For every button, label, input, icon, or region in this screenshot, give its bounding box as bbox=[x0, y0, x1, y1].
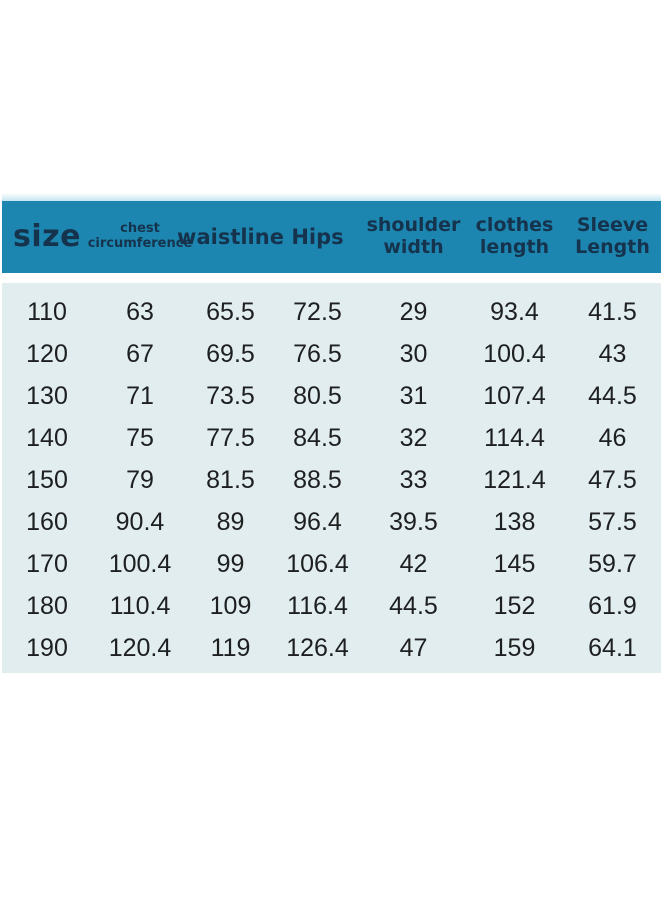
table-cell: 39.5 bbox=[389, 507, 438, 536]
table-cell: 110.4 bbox=[109, 591, 171, 620]
table-cell: 116.4 bbox=[287, 591, 348, 620]
column-header-chest-line2: circumference bbox=[87, 236, 193, 251]
column-header-chest-line1: chest bbox=[120, 221, 160, 237]
table-cell: 88.5 bbox=[293, 465, 342, 494]
table-cell: 64.1 bbox=[588, 633, 637, 662]
column-header-clothes-line2: length bbox=[479, 236, 550, 258]
table-cell: 42 bbox=[399, 549, 428, 578]
column-header-size: size bbox=[2, 218, 92, 255]
table-cell: 130 bbox=[26, 381, 68, 410]
column-header-waistline-label: waistline bbox=[177, 224, 284, 249]
table-cell: 32 bbox=[399, 423, 428, 452]
table-cell: 79 bbox=[126, 465, 154, 494]
table-cell: 73.5 bbox=[206, 381, 255, 410]
table-cell: 120 bbox=[26, 339, 68, 368]
table-cell: 89 bbox=[216, 507, 245, 536]
table-cell: 145 bbox=[493, 549, 536, 578]
table-cell: 44.5 bbox=[588, 381, 637, 410]
table-cell: 80.5 bbox=[293, 381, 342, 410]
table-cell: 29 bbox=[399, 297, 428, 326]
table-cell: 170 bbox=[26, 549, 68, 578]
column-header-hips: Hips bbox=[273, 225, 362, 249]
table-cell: 41.5 bbox=[588, 297, 637, 326]
table-cell: 159 bbox=[493, 633, 536, 662]
table-cell: 93.4 bbox=[490, 297, 539, 326]
table-body: 110 63 65.5 72.5 29 93.4 41.5 120 67 69.5 76.5 30 10… bbox=[2, 283, 661, 673]
table-cell: 72.5 bbox=[293, 297, 342, 326]
table-cell: 47 bbox=[399, 633, 428, 662]
column-header-chest-circumference: chest circumference bbox=[88, 221, 193, 252]
table-cell: 152 bbox=[493, 591, 536, 620]
table-cell: 160 bbox=[26, 507, 68, 536]
table-cell: 44.5 bbox=[389, 591, 438, 620]
table-header-row: size chest circumference waistline Hips … bbox=[2, 193, 661, 273]
column-header-hips-label: Hips bbox=[291, 224, 344, 249]
column-header-clothes-line1: clothes bbox=[475, 214, 554, 237]
table-cell: 96.4 bbox=[293, 507, 342, 536]
table-cell: 90.4 bbox=[115, 507, 165, 536]
table-row: 170 100.4 99 106.4 42 145 59.7 bbox=[2, 543, 661, 585]
table-cell: 77.5 bbox=[206, 423, 255, 452]
table-cell: 43 bbox=[598, 339, 627, 368]
table-cell: 109 bbox=[209, 591, 252, 620]
table-row: 110 63 65.5 72.5 29 93.4 41.5 bbox=[2, 291, 661, 333]
table-cell: 61.9 bbox=[588, 591, 637, 620]
table-cell: 84.5 bbox=[293, 423, 342, 452]
table-row: 190 120.4 119 126.4 47 159 64.1 bbox=[2, 627, 661, 669]
table-cell: 140 bbox=[26, 423, 68, 452]
table-cell: 119 bbox=[210, 633, 251, 662]
table-cell: 121.4 bbox=[483, 465, 546, 494]
column-header-shoulder-width: shoulder width bbox=[362, 214, 465, 259]
table-cell: 71 bbox=[126, 381, 154, 410]
column-header-size-label: size bbox=[13, 218, 81, 254]
size-chart-table: size chest circumference waistline Hips … bbox=[2, 193, 661, 673]
table-row: 160 90.4 89 96.4 39.5 138 57.5 bbox=[2, 501, 661, 543]
table-cell: 126.4 bbox=[286, 633, 349, 662]
table-row: 180 110.4 109 116.4 44.5 152 61.9 bbox=[2, 585, 661, 627]
table-cell: 31 bbox=[399, 381, 428, 410]
table-cell: 30 bbox=[399, 339, 428, 368]
table-cell: 106.4 bbox=[286, 549, 349, 578]
column-header-clothes-length: clothes length bbox=[465, 214, 564, 259]
table-cell: 110 bbox=[27, 297, 67, 326]
column-header-sleeve-length: Sleeve Length bbox=[564, 214, 661, 259]
table-cell: 99 bbox=[216, 549, 245, 578]
table-row: 130 71 73.5 80.5 31 107.4 44.5 bbox=[2, 375, 661, 417]
table-cell: 67 bbox=[126, 339, 154, 368]
table-row: 140 75 77.5 84.5 32 114.4 46 bbox=[2, 417, 661, 459]
column-header-shoulder-line1: shoulder bbox=[366, 214, 461, 237]
column-header-sleeve-line2: Length bbox=[575, 236, 650, 258]
table-cell: 59.7 bbox=[588, 549, 637, 578]
table-row: 150 79 81.5 88.5 33 121.4 47.5 bbox=[2, 459, 661, 501]
table-cell: 81.5 bbox=[206, 465, 255, 494]
table-cell: 114.4 bbox=[484, 423, 545, 452]
table-cell: 190 bbox=[26, 633, 68, 662]
table-cell: 65.5 bbox=[206, 297, 255, 326]
table-cell: 180 bbox=[26, 591, 68, 620]
table-cell: 75 bbox=[126, 423, 154, 452]
table-cell: 33 bbox=[399, 465, 428, 494]
table-cell: 57.5 bbox=[588, 507, 637, 536]
table-cell: 63 bbox=[126, 297, 154, 326]
table-cell: 69.5 bbox=[206, 339, 255, 368]
table-cell: 107.4 bbox=[483, 381, 546, 410]
table-cell: 47.5 bbox=[588, 465, 637, 494]
table-cell: 46 bbox=[598, 423, 627, 452]
table-row: 120 67 69.5 76.5 30 100.4 43 bbox=[2, 333, 661, 375]
table-cell: 150 bbox=[26, 465, 68, 494]
column-header-waistline: waistline bbox=[177, 225, 284, 249]
table-cell: 76.5 bbox=[293, 339, 342, 368]
column-header-sleeve-line1: Sleeve bbox=[576, 214, 649, 237]
table-cell: 120.4 bbox=[108, 633, 172, 662]
table-cell: 138 bbox=[493, 507, 536, 536]
table-cell: 100.4 bbox=[483, 339, 546, 368]
column-header-shoulder-line2: width bbox=[383, 236, 444, 258]
table-cell: 100.4 bbox=[108, 549, 172, 578]
